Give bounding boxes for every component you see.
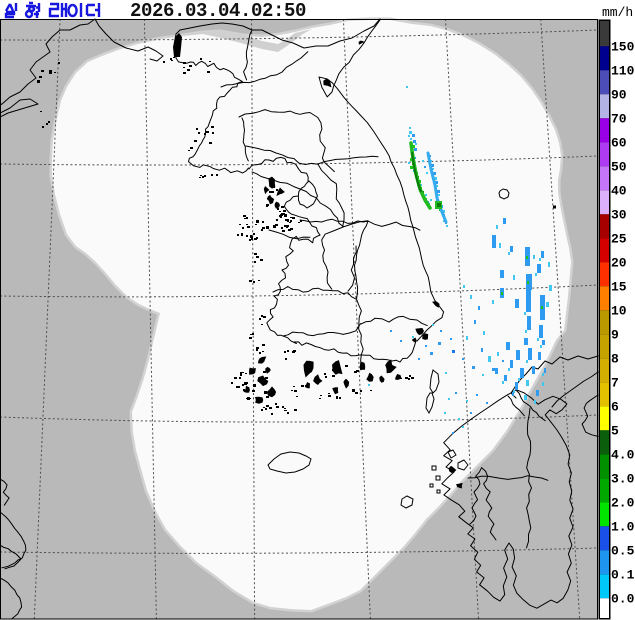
svg-text:110: 110 bbox=[611, 63, 635, 78]
svg-text:15: 15 bbox=[611, 279, 627, 294]
svg-text:6: 6 bbox=[611, 399, 619, 414]
svg-text:9: 9 bbox=[611, 327, 619, 342]
svg-text:60: 60 bbox=[611, 135, 627, 150]
svg-text:25: 25 bbox=[611, 231, 627, 246]
svg-text:150: 150 bbox=[611, 39, 635, 54]
svg-text:40: 40 bbox=[611, 183, 627, 198]
svg-text:10: 10 bbox=[611, 303, 627, 318]
svg-text:7: 7 bbox=[611, 375, 619, 390]
svg-text:50: 50 bbox=[611, 159, 627, 174]
svg-text:8: 8 bbox=[611, 351, 619, 366]
svg-text:0.0: 0.0 bbox=[611, 591, 635, 606]
svg-text:4.0: 4.0 bbox=[611, 447, 635, 462]
svg-text:mm/h: mm/h bbox=[602, 5, 633, 20]
svg-text:20: 20 bbox=[611, 255, 627, 270]
svg-text:1.0: 1.0 bbox=[611, 519, 635, 534]
svg-text:5: 5 bbox=[611, 423, 619, 438]
svg-text:2026.03.04.02:50: 2026.03.04.02:50 bbox=[130, 0, 306, 22]
svg-text:3.0: 3.0 bbox=[611, 471, 635, 486]
svg-text:30: 30 bbox=[611, 207, 627, 222]
svg-text:90: 90 bbox=[611, 87, 627, 102]
svg-text:2.0: 2.0 bbox=[611, 495, 635, 510]
svg-text:0.5: 0.5 bbox=[611, 543, 635, 558]
svg-text:70: 70 bbox=[611, 111, 627, 126]
svg-text:0.1: 0.1 bbox=[611, 567, 635, 582]
